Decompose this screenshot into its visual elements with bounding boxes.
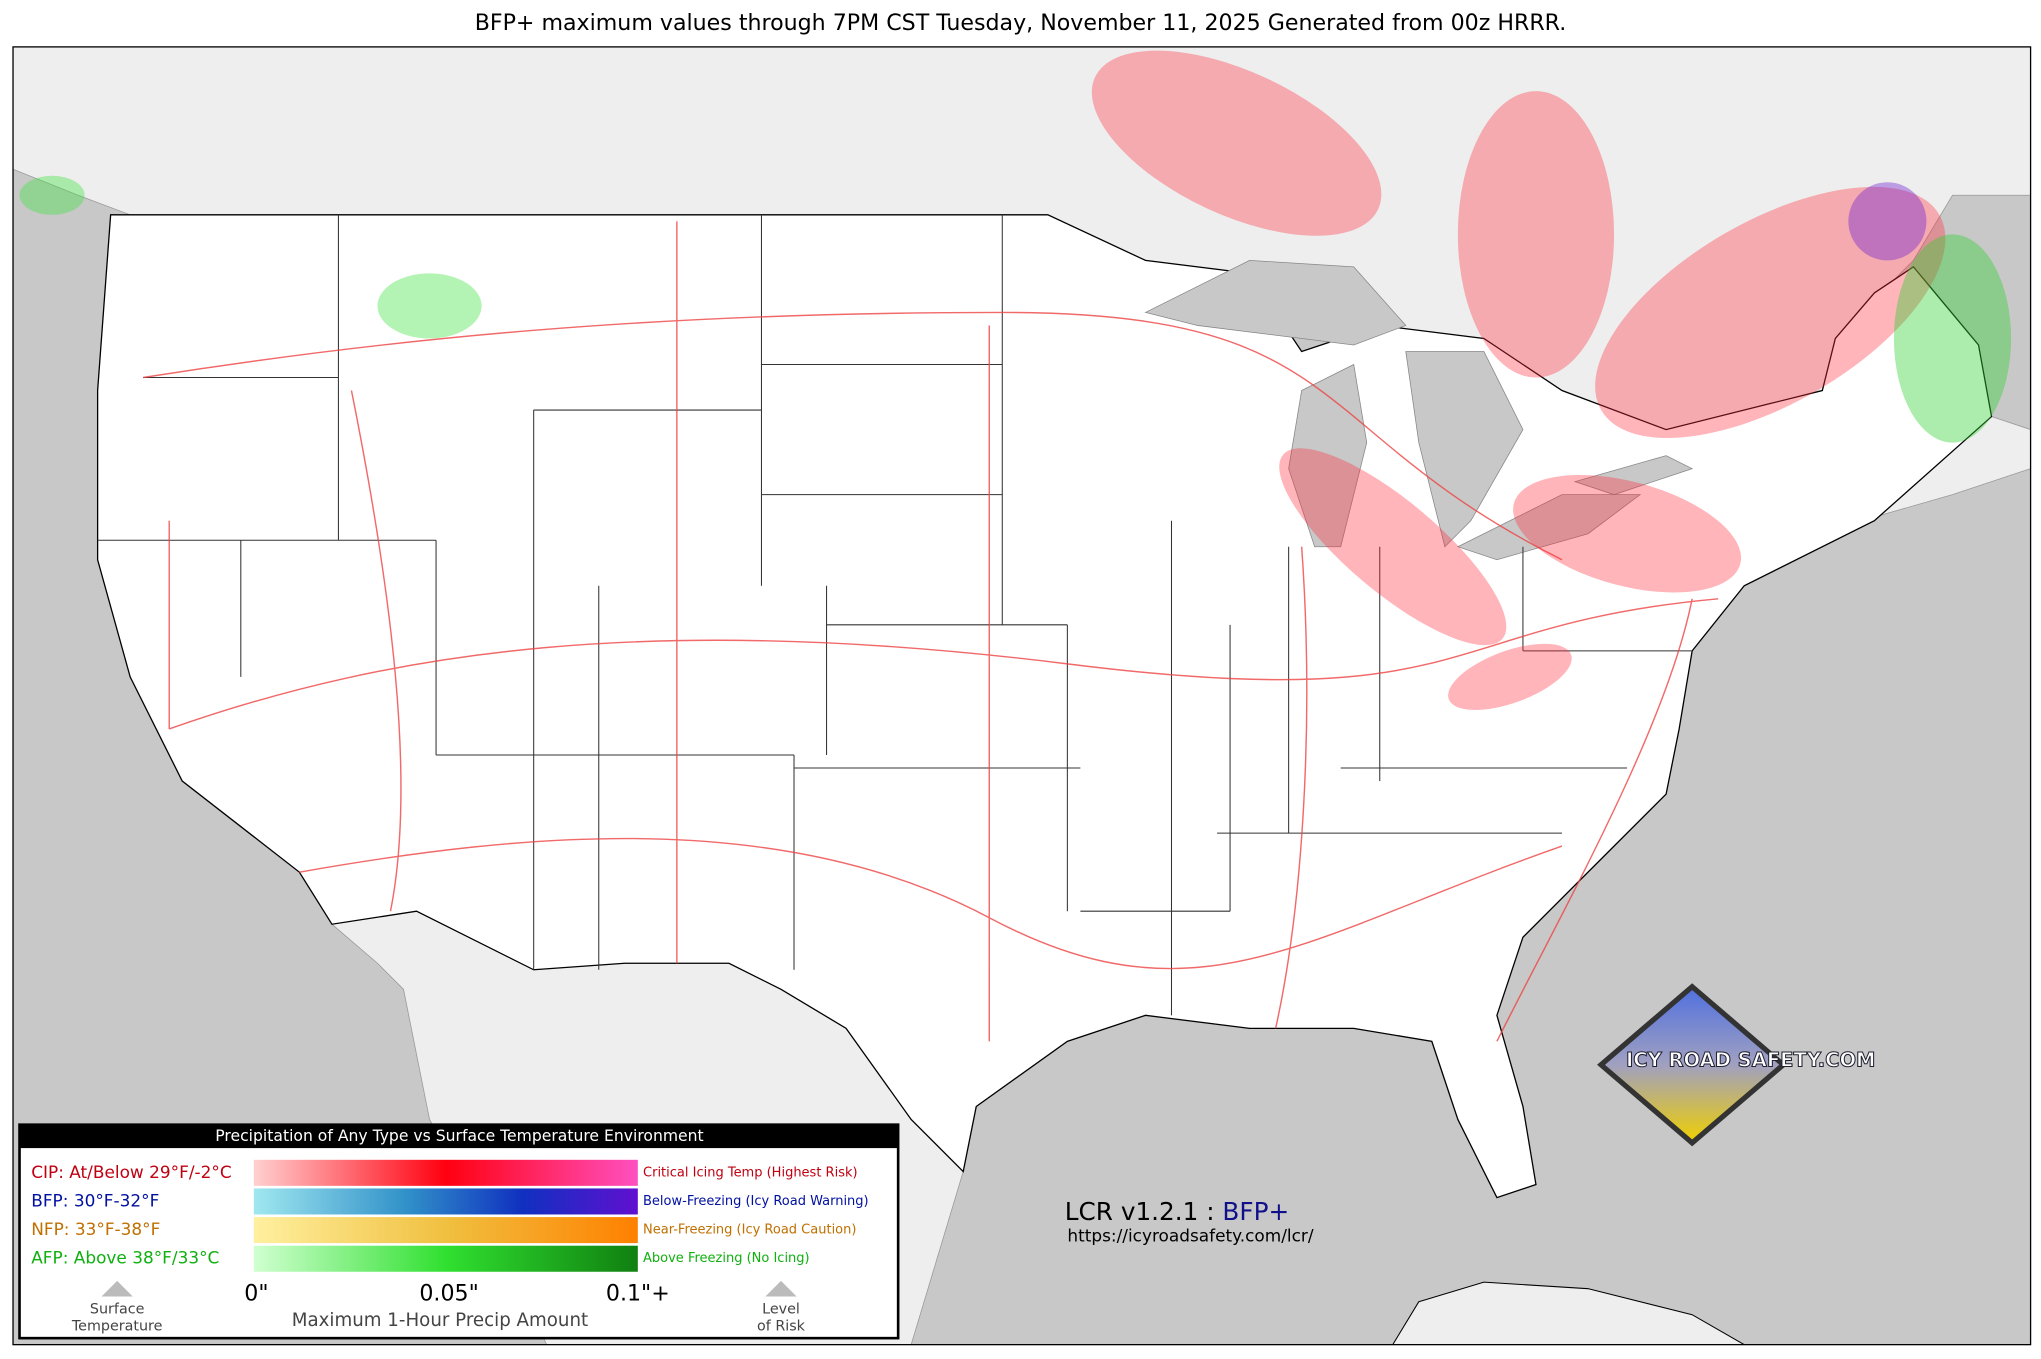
legend-header [19, 1124, 899, 1149]
legend-gradient [253, 1188, 638, 1215]
version-label: LCR v1.2.1 : BFP+ [1065, 1197, 1289, 1226]
precip-areas [19, 50, 2012, 710]
legend-description: Above Freezing (No Icing) [643, 1251, 810, 1266]
arrow-icon [765, 1280, 797, 1297]
legend-description: Critical Icing Temp (Highest Risk) [643, 1165, 858, 1180]
logo: ICY ROAD SAFETY.COM [1597, 983, 1876, 1147]
logo-text: ICY ROAD SAFETY.COM [1626, 1048, 1875, 1071]
side-label: Surface [90, 1302, 145, 1318]
side-label: Temperature [71, 1318, 163, 1334]
scale-label: 0.1"+ [606, 1280, 670, 1306]
legend-label: AFP: Above 38°F/33°C [31, 1248, 219, 1268]
legend-label: CIP: At/Below 29°F/-2°C [31, 1162, 231, 1182]
version-url: https://icyroadsafety.com/lcr/ [1067, 1226, 1313, 1246]
interstates [143, 221, 1719, 1042]
legend-gradient [253, 1159, 638, 1186]
version: LCR v1.2.1 : [1065, 1197, 1215, 1226]
scale-label: 0.05" [419, 1280, 478, 1306]
legend-description: Below-Freezing (Icy Road Warning) [643, 1194, 869, 1209]
legend-label: BFP: 30°F-32°F [31, 1190, 159, 1210]
legend-gradient [253, 1245, 638, 1272]
side-label: of Risk [757, 1318, 806, 1334]
legend-axis-label: Maximum 1-Hour Precip Amount [292, 1310, 588, 1331]
product: BFP+ [1222, 1197, 1289, 1226]
great-lakes [1144, 259, 1694, 561]
legend: Precipitation of Any Type vs Surface Tem… [18, 1123, 900, 1340]
side-label: Level [762, 1302, 800, 1318]
legend-title: Precipitation of Any Type vs Surface Tem… [215, 1127, 703, 1145]
legend-description: Near-Freezing (Icy Road Caution) [643, 1223, 856, 1238]
legend-gradient [253, 1217, 638, 1244]
legend-label: NFP: 33°F-38°F [31, 1219, 160, 1239]
united-states [96, 214, 1993, 1199]
map-title: BFP+ maximum values through 7PM CST Tues… [475, 10, 1567, 36]
state-borders [97, 214, 1693, 1016]
scale-label: 0" [244, 1280, 268, 1306]
map-frame [12, 46, 2032, 1346]
arrow-icon [101, 1280, 133, 1297]
cuba [1392, 1281, 1746, 1345]
